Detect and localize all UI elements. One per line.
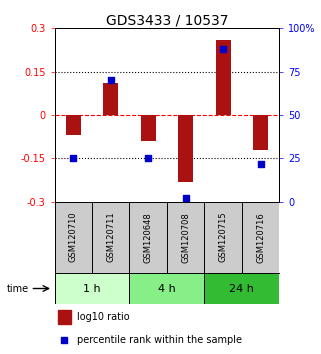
Bar: [141, 115, 156, 141]
Text: 4 h: 4 h: [158, 284, 176, 293]
Bar: [253, 115, 268, 150]
Bar: [216, 40, 230, 115]
Bar: [129, 273, 204, 304]
Point: [183, 195, 188, 201]
Bar: [55, 273, 129, 304]
Text: 1 h: 1 h: [83, 284, 101, 293]
Text: 24 h: 24 h: [230, 284, 254, 293]
Text: GSM120708: GSM120708: [181, 212, 190, 263]
Point: [258, 161, 263, 166]
Text: GSM120715: GSM120715: [219, 212, 228, 263]
Text: GSM120648: GSM120648: [144, 212, 153, 263]
Point: [62, 337, 67, 343]
Point: [71, 156, 76, 161]
Text: time: time: [6, 284, 29, 293]
Point: [221, 46, 226, 52]
Title: GDS3433 / 10537: GDS3433 / 10537: [106, 13, 228, 27]
Point: [108, 78, 113, 83]
Bar: [66, 115, 81, 135]
Bar: [58, 310, 71, 324]
Point: [146, 156, 151, 161]
Text: GSM120716: GSM120716: [256, 212, 265, 263]
Text: GSM120711: GSM120711: [106, 212, 115, 263]
Text: log10 ratio: log10 ratio: [77, 312, 130, 322]
Bar: [103, 83, 118, 115]
Bar: [204, 273, 279, 304]
Text: GSM120710: GSM120710: [69, 212, 78, 263]
Text: percentile rank within the sample: percentile rank within the sample: [77, 335, 242, 346]
Bar: [178, 115, 193, 182]
